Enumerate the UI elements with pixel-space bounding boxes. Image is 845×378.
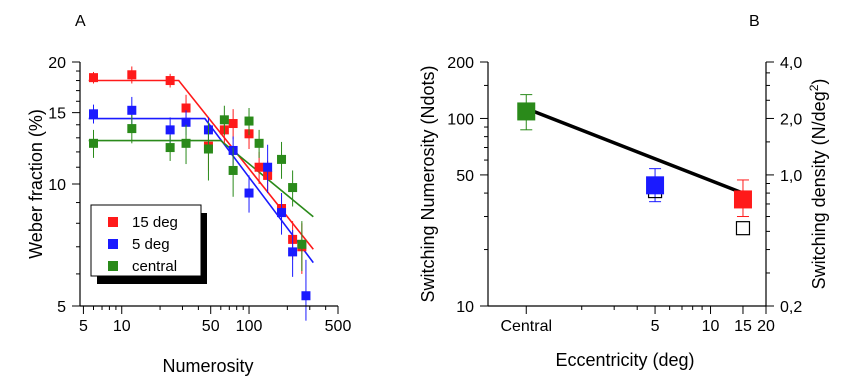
fit-line — [88, 79, 314, 250]
data-point — [165, 76, 175, 86]
legend-marker — [108, 261, 118, 271]
fit-line — [524, 106, 745, 195]
y-tick-label: 10 — [48, 177, 66, 194]
x-tick-label: 50 — [202, 318, 220, 335]
legend-label: 15 deg — [132, 214, 178, 231]
x-tick-label: 15 — [734, 318, 752, 335]
panel-b: B Central 5 10 15 20 10 50 100 200 0,2 1,0 2,0 4,0 S… — [418, 13, 829, 370]
data-point — [88, 138, 98, 148]
data-point — [181, 138, 191, 148]
x-tick-label: 5 — [79, 318, 88, 335]
data-point — [254, 162, 264, 172]
panel-b-label: B — [749, 13, 760, 30]
panel-a-label: A — [75, 13, 86, 30]
data-point — [127, 124, 137, 134]
x-tick-label: 10 — [113, 318, 131, 335]
data-point — [127, 70, 137, 80]
data-point — [203, 144, 213, 154]
panel-a-x-label: Numerosity — [162, 356, 253, 376]
x-tick-label: 20 — [757, 318, 775, 335]
panel-b-x-label: Eccentricity (deg) — [555, 350, 694, 370]
data-point — [301, 291, 311, 301]
panel-b-right-y-label: Switching density (N/deg2) — [807, 79, 829, 290]
legend-marker — [108, 239, 118, 249]
data-point — [88, 109, 98, 119]
data-point — [165, 143, 175, 153]
data-point — [277, 208, 287, 218]
data-point — [297, 239, 307, 249]
right-y-tick-label: 4,0 — [780, 55, 802, 72]
x-tick-label: Central — [500, 318, 552, 335]
y-tick-label: 200 — [447, 55, 474, 72]
data-point — [181, 117, 191, 127]
data-point — [244, 116, 254, 126]
y-tick-label: 15 — [48, 106, 66, 123]
data-point — [127, 105, 137, 115]
y-tick-label: 20 — [48, 55, 66, 72]
data-point — [88, 73, 98, 83]
x-tick-label: 10 — [702, 318, 720, 335]
data-point — [263, 162, 273, 172]
data-point — [277, 154, 287, 164]
right-y-tick-label: 2,0 — [780, 111, 802, 128]
data-point — [165, 125, 175, 135]
panel-a-y-label: Weber fraction (%) — [26, 109, 46, 259]
y-tick-label: 5 — [57, 299, 66, 316]
data-point — [181, 103, 191, 113]
x-tick-label: 500 — [325, 318, 352, 335]
legend-marker — [108, 217, 118, 227]
data-point — [228, 165, 238, 175]
data-point — [517, 102, 536, 121]
data-point — [288, 183, 298, 193]
legend-label: 5 deg — [132, 236, 170, 253]
y-tick-label: 100 — [447, 111, 474, 128]
data-point — [733, 190, 752, 209]
panel-b-y-label: Switching Numerosity (Ndots) — [418, 65, 438, 302]
legend-label: central — [132, 258, 177, 275]
fit-line — [88, 139, 314, 218]
data-point — [228, 119, 238, 129]
legend: 15 deg 5 deg central — [90, 204, 207, 284]
x-tick-label: 5 — [651, 318, 660, 335]
open-marker — [735, 221, 751, 236]
data-point — [646, 176, 665, 195]
right-y-tick-label: 0,2 — [780, 299, 802, 316]
y-tick-label: 10 — [456, 299, 474, 316]
right-y-tick-label: 1,0 — [780, 168, 802, 185]
y-tick-label: 50 — [456, 168, 474, 185]
data-point — [244, 188, 254, 198]
x-tick-label: 100 — [236, 318, 263, 335]
data-point — [254, 138, 264, 148]
data-point — [288, 247, 298, 257]
data-point — [219, 115, 229, 125]
